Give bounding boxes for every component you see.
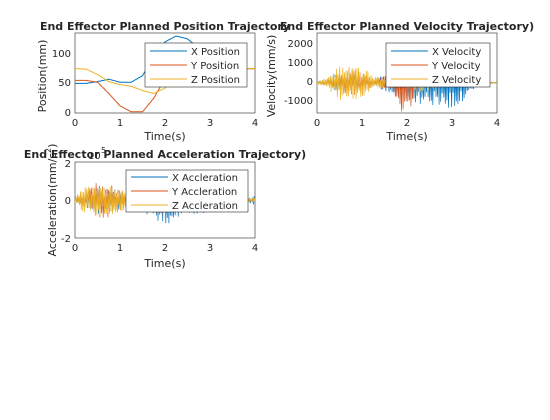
position-title: End Effector Planned Position Trajectory — [40, 20, 290, 33]
position-legend-label: Y Position — [190, 61, 239, 72]
acceleration-xlabel: Time(s) — [143, 257, 185, 270]
acceleration-xtick: 2 — [162, 243, 168, 254]
position-ytick: 100 — [52, 49, 71, 60]
position-ytick: 0 — [65, 108, 71, 119]
velocity-xtick: 0 — [314, 118, 320, 129]
velocity-legend: X Velocity Y Velocity Z Velocity — [386, 43, 490, 87]
velocity-legend-label: X Velocity — [432, 47, 481, 58]
velocity-xtick: 3 — [449, 118, 455, 129]
acceleration-plot: 0 1 2 3 4 -2 0 2 10 5 Time(s) Accelerati… — [24, 144, 306, 270]
position-xtick: 3 — [207, 118, 213, 129]
position-xticks: 0 1 2 3 4 — [72, 118, 258, 129]
velocity-ytick: 2000 — [288, 39, 313, 50]
velocity-legend-label: Y Velocity — [431, 61, 481, 72]
acceleration-legend-label: Y Accleration — [171, 187, 237, 198]
position-ytick: 50 — [58, 78, 71, 89]
position-legend-label: Z Position — [191, 75, 240, 86]
position-yticks: 0 50 100 — [52, 49, 71, 119]
acceleration-ylabel-main: Acceleration(mm/s — [46, 153, 59, 257]
position-legend-label: X Position — [191, 47, 240, 58]
acceleration-ytick: -2 — [61, 234, 71, 245]
acceleration-xtick: 1 — [117, 243, 123, 254]
acceleration-ytick: 0 — [65, 196, 71, 207]
velocity-xtick: 4 — [494, 118, 500, 129]
velocity-ytick: -1000 — [284, 96, 313, 107]
acceleration-legend-label: Z Accleration — [172, 201, 238, 212]
acceleration-xtick: 0 — [72, 243, 78, 254]
acceleration-xticks: 0 1 2 3 4 — [72, 243, 258, 254]
position-xlabel: Time(s) — [143, 130, 185, 143]
velocity-plot: 0 1 2 3 4 -1000 0 1000 2000 Time(s) Velo… — [265, 20, 534, 143]
velocity-ytick: 0 — [307, 77, 313, 88]
velocity-xtick: 1 — [359, 118, 365, 129]
acceleration-legend-label: X Accleration — [172, 173, 238, 184]
velocity-ylabel: Velocity(mm/s) — [265, 35, 278, 118]
velocity-title: End Effector Planned Velocity Trajectory… — [280, 20, 534, 33]
acceleration-yticks: -2 0 2 — [61, 159, 71, 245]
acceleration-xtick: 3 — [207, 243, 213, 254]
position-plot: 0 1 2 3 4 0 50 100 Time(s) Position(mm) … — [36, 20, 290, 143]
acceleration-title: End Effector Planned Acceleration Trajec… — [24, 148, 306, 161]
position-ylabel: Position(mm) — [36, 40, 49, 113]
velocity-xtick: 2 — [404, 118, 410, 129]
position-xtick: 2 — [162, 118, 168, 129]
position-xtick: 1 — [117, 118, 123, 129]
velocity-yticks: -1000 0 1000 2000 — [284, 39, 313, 107]
position-legend: X Position Y Position Z Position — [145, 43, 247, 87]
velocity-ytick: 1000 — [288, 58, 313, 69]
position-xtick: 4 — [252, 118, 258, 129]
acceleration-xtick: 4 — [252, 243, 258, 254]
position-xtick: 0 — [72, 118, 78, 129]
acceleration-legend: X Accleration Y Accleration Z Accleratio… — [126, 170, 248, 212]
velocity-xlabel: Time(s) — [385, 130, 427, 143]
velocity-legend-label: Z Velocity — [432, 75, 481, 86]
velocity-xticks: 0 1 2 3 4 — [314, 118, 500, 129]
